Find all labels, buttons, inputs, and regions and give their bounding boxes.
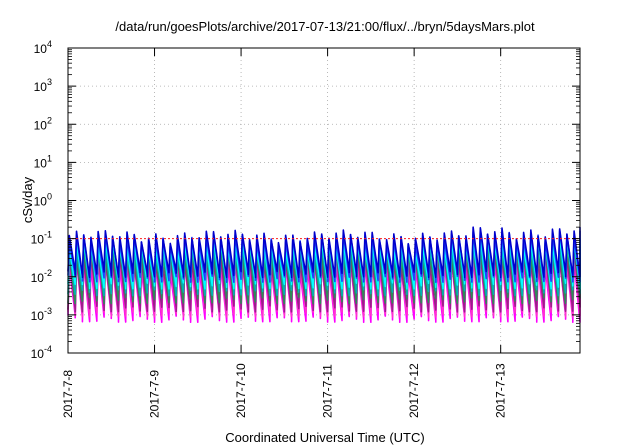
x-tick-label: 2017-7-9 [148, 370, 162, 418]
y-tick-label: 10-4 [31, 344, 52, 361]
y-tick-label: 101 [34, 153, 52, 170]
x-axis-label: Coordinated Universal Time (UTC) [225, 430, 424, 445]
chart-title: /data/run/goesPlots/archive/2017-07-13/2… [115, 19, 535, 34]
y-tick-label: 10-3 [31, 306, 52, 323]
x-axis: 2017-7-8 2017-7-9 2017-7-10 2017-7-11 2017-7… [61, 48, 508, 418]
x-tick-label: 2017-7-8 [61, 370, 75, 418]
x-tick-label: 2017-7-12 [407, 363, 421, 418]
y-tick-label: 10-2 [31, 268, 52, 285]
y-tick-label: 100 [34, 192, 52, 209]
x-tick-label: 2017-7-11 [321, 364, 335, 418]
y-tick-label: 103 [34, 77, 52, 94]
series-group [67, 226, 581, 324]
series-line-8 [67, 226, 581, 279]
y-axis: 10-4 10-3 10-2 10-1 100 101 102 103 104 [31, 39, 580, 361]
x-tick-label: 2017-7-13 [494, 363, 508, 418]
grid [68, 48, 580, 353]
x-tick-label: 2017-7-10 [234, 363, 248, 418]
y-tick-label: 10-1 [31, 230, 52, 247]
y-axis-label: cSv/day [20, 176, 35, 223]
y-tick-label: 104 [34, 39, 52, 56]
y-tick-label: 102 [34, 115, 52, 132]
